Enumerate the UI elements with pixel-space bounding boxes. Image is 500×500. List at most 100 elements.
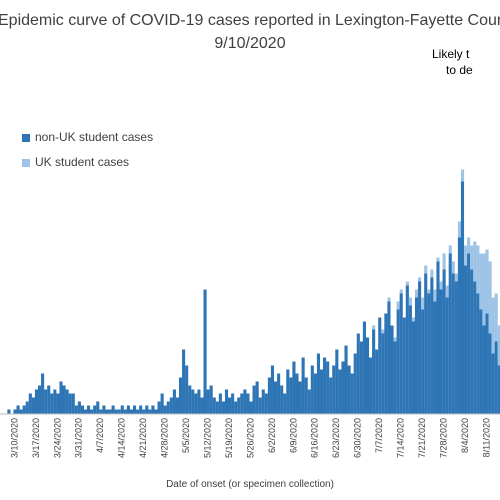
x-tick-label: 6/2/2020 <box>267 418 277 453</box>
x-axis-label: Date of onset (or specimen collection) <box>166 479 334 490</box>
bar <box>347 365 351 414</box>
bar <box>464 245 468 266</box>
bar <box>289 377 293 414</box>
x-tick-label: 6/9/2020 <box>288 418 298 453</box>
bar <box>108 409 112 414</box>
bar <box>197 389 201 414</box>
bar <box>231 393 235 414</box>
bar <box>479 253 483 310</box>
bar <box>387 297 391 302</box>
bar <box>369 357 373 414</box>
bar <box>255 381 259 414</box>
bar <box>145 405 149 414</box>
x-tick-label: 6/23/2020 <box>331 418 341 458</box>
bar <box>390 325 394 414</box>
bar <box>396 309 400 414</box>
bar <box>491 353 495 414</box>
bar <box>139 405 143 414</box>
bar <box>7 409 11 414</box>
bar <box>491 297 495 354</box>
bar <box>126 405 130 414</box>
legend-label: UK student cases <box>35 155 129 169</box>
bar <box>191 389 195 414</box>
bar <box>295 373 299 414</box>
bar <box>460 181 465 414</box>
bar <box>105 409 109 414</box>
bar <box>65 389 69 414</box>
bar <box>365 337 370 414</box>
bar <box>393 341 397 414</box>
bar <box>228 397 232 414</box>
bar <box>249 401 253 414</box>
bar <box>44 389 48 414</box>
bar <box>372 329 376 414</box>
bar <box>399 293 403 414</box>
x-tick-label: 4/7/2020 <box>95 418 105 453</box>
bar <box>169 397 173 414</box>
bar <box>375 349 379 414</box>
bar <box>292 361 296 414</box>
bar <box>421 309 425 414</box>
bar <box>402 317 406 414</box>
bar <box>488 261 492 334</box>
bar <box>424 265 428 274</box>
bar <box>102 405 106 414</box>
bar <box>445 285 449 298</box>
bar <box>175 397 180 414</box>
x-tick-label: 3/24/2020 <box>52 418 62 458</box>
bar <box>442 269 446 414</box>
bar <box>433 301 437 414</box>
x-tick-label: 4/21/2020 <box>138 418 148 458</box>
bar <box>203 289 207 414</box>
bar <box>19 409 23 414</box>
bar <box>301 357 305 414</box>
bar <box>136 409 140 414</box>
bar <box>298 381 302 414</box>
bar <box>71 393 75 414</box>
bar <box>53 389 57 414</box>
bar <box>421 297 425 310</box>
bar <box>448 245 452 254</box>
bar <box>25 401 29 414</box>
bar <box>200 397 204 414</box>
bar <box>28 393 32 414</box>
bar <box>494 293 498 342</box>
bar <box>87 405 91 414</box>
bar <box>485 249 489 314</box>
bar <box>280 385 284 414</box>
bar <box>418 277 422 282</box>
x-tick-label: 6/30/2020 <box>353 418 363 458</box>
bar <box>80 405 85 414</box>
bar <box>424 273 428 414</box>
bar <box>408 305 412 414</box>
bar <box>341 361 345 414</box>
bar <box>378 317 382 414</box>
bar <box>439 289 443 414</box>
bar <box>451 273 455 414</box>
bar <box>50 393 54 414</box>
bar <box>414 297 419 414</box>
bar <box>372 325 376 330</box>
bar <box>246 393 250 414</box>
bar <box>117 409 121 414</box>
bar <box>47 385 51 414</box>
bar <box>221 401 225 414</box>
bar <box>132 405 137 414</box>
bar <box>129 409 134 414</box>
bar <box>316 353 321 414</box>
bar <box>163 405 167 414</box>
bar <box>194 393 198 414</box>
bar <box>93 405 97 414</box>
x-tick-label: 3/17/2020 <box>31 418 41 458</box>
bar <box>411 317 416 322</box>
bar <box>387 301 391 414</box>
bar <box>123 409 127 414</box>
bar <box>90 409 94 414</box>
bar <box>494 341 498 414</box>
bar <box>56 393 60 414</box>
bar <box>277 373 281 414</box>
bar <box>482 325 486 414</box>
bar <box>74 405 78 414</box>
bar <box>479 309 483 414</box>
